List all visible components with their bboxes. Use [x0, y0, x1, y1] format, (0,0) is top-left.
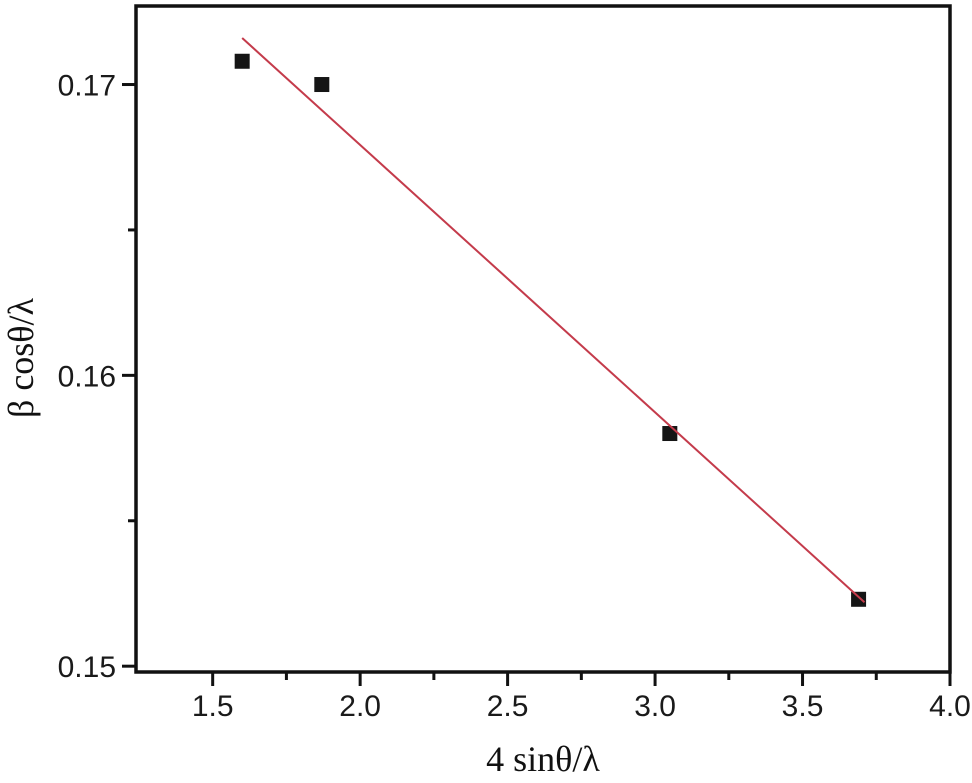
y-axis-tick-label: 0.17 [58, 70, 116, 103]
y-axis-title: β cosθ/λ [1, 297, 41, 418]
y-axis-minor-ticks [128, 228, 136, 523]
y-axis-tick-label: 0.15 [58, 651, 116, 684]
x-axis-tick-label: 1.5 [192, 690, 234, 723]
data-point-marker [314, 77, 330, 93]
series-layer [234, 37, 867, 607]
y-axis-major-ticks [122, 83, 136, 668]
data-point-marker [662, 426, 678, 442]
x-axis-tick-label: 4.0 [929, 690, 971, 723]
x-axis-tick-labels: 1.5 2.0 2.5 3.0 3.5 4.0 [192, 690, 971, 723]
plot-frame [134, 4, 952, 674]
x-axis-minor-ticks [284, 672, 878, 680]
x-axis-tick-label: 2.5 [487, 690, 529, 723]
x-axis-title: 4 sinθ/λ [486, 739, 600, 779]
data-point-marker [234, 53, 250, 69]
data-point-marker [851, 591, 867, 607]
x-axis-tick-label: 3.0 [634, 690, 676, 723]
x-axis-tick-label: 3.5 [782, 690, 824, 723]
x-axis-major-ticks [211, 672, 952, 686]
x-axis-tick-label: 2.0 [339, 690, 381, 723]
y-axis-tick-label: 0.16 [58, 360, 116, 393]
fit-line [241, 37, 866, 603]
y-axis-tick-labels: 0.15 0.16 0.17 [58, 70, 116, 685]
